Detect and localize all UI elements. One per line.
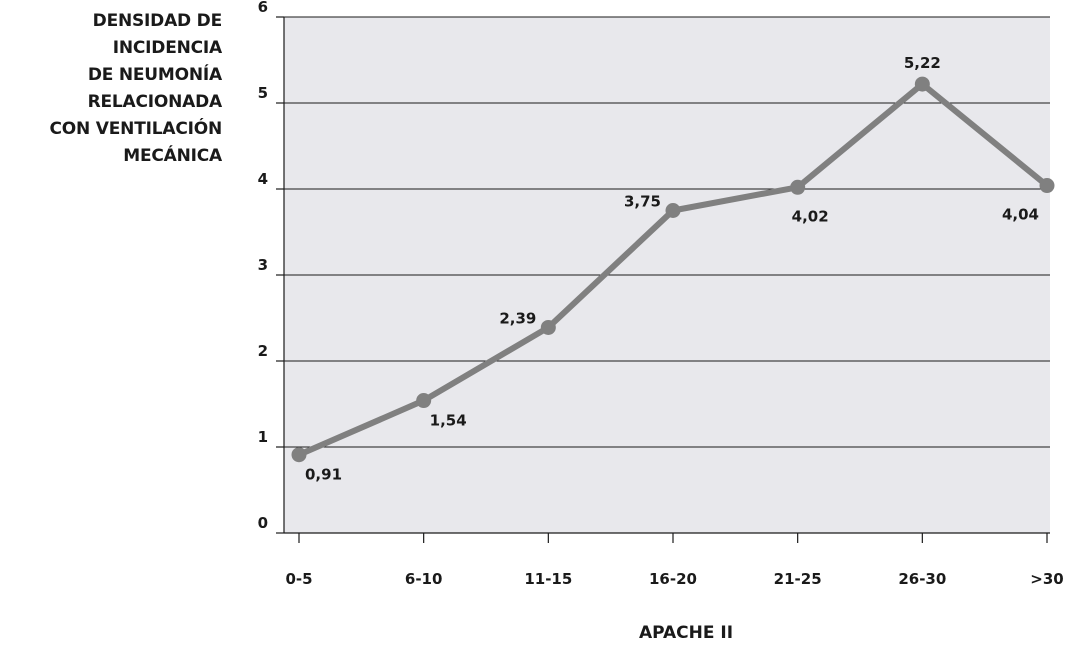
- gridlines: [284, 16, 1050, 448]
- data-labels: 0,91 1,54 2,39 3,75 4,02 5,22 4,04: [305, 54, 1039, 484]
- x-tick-label: 16-20: [649, 570, 697, 588]
- x-tick-label: 21-25: [774, 570, 822, 588]
- data-point: [540, 319, 556, 335]
- series-layer: [291, 76, 1055, 463]
- data-point: [665, 203, 681, 218]
- y-tick-label: 5: [258, 84, 268, 102]
- x-axis-label: APACHE II: [639, 623, 733, 643]
- x-tick-label: 26-30: [898, 570, 946, 588]
- y-axis-label-line: RELACIONADA: [87, 92, 223, 112]
- data-label: 5,22: [904, 54, 941, 72]
- x-tick-label: 11-15: [524, 570, 572, 588]
- y-ticks: 0 1 2 3 4 5 6: [258, 0, 284, 534]
- data-label: 4,02: [792, 207, 829, 225]
- data-point: [1039, 178, 1055, 194]
- y-axis-label-line: MECÁNICA: [123, 146, 222, 166]
- x-tick-label: 0-5: [285, 570, 312, 588]
- y-axis-label: DENSIDAD DE INCIDENCIA DE NEUMONÍA RELACION…: [0, 8, 223, 170]
- y-tick-label: 2: [258, 342, 268, 360]
- y-tick-label: 6: [258, 0, 268, 16]
- y-axis-label-line: DENSIDAD DE: [92, 11, 223, 31]
- data-label: 3,75: [624, 193, 661, 211]
- data-point: [914, 76, 930, 92]
- data-point: [790, 179, 806, 195]
- data-label: 1,54: [430, 412, 467, 430]
- y-axis-label-line: INCIDENCIA: [112, 38, 222, 58]
- data-label: 0,91: [305, 466, 342, 484]
- x-ticks: 0-5 6-10 11-15 16-20 21-25 26-30 >30: [285, 533, 1064, 588]
- data-label: 4,04: [1002, 206, 1039, 224]
- x-tick-label: 6-10: [405, 570, 443, 588]
- y-tick-label: 3: [258, 256, 268, 274]
- x-tick-label: >30: [1030, 570, 1063, 588]
- y-axis-label-line: DE NEUMONÍA: [87, 65, 222, 85]
- y-axis-label-line: CON VENTILACIÓN: [49, 119, 223, 139]
- y-tick-label: 1: [258, 428, 268, 446]
- y-tick-label: 4: [258, 170, 268, 188]
- data-point: [416, 393, 432, 409]
- data-point: [291, 447, 307, 463]
- y-tick-label: 0: [258, 514, 268, 532]
- data-label: 2,39: [499, 309, 536, 327]
